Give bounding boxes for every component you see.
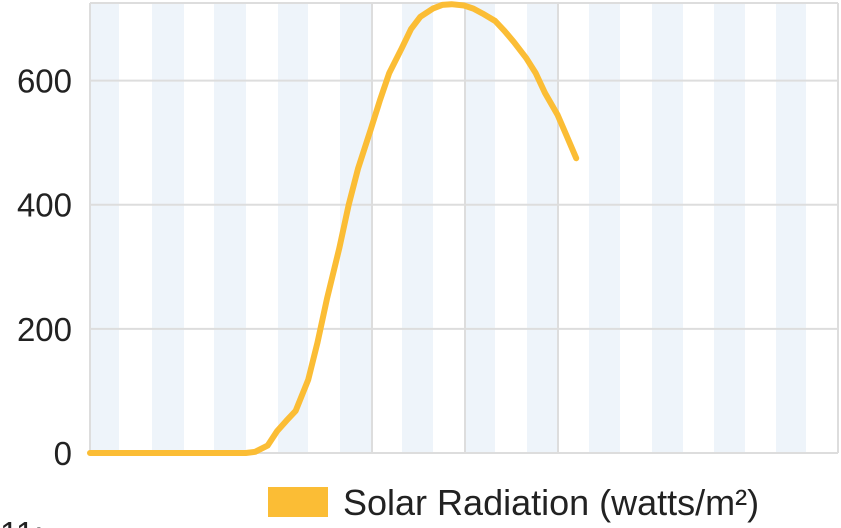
background-band <box>152 3 184 453</box>
horizontal-gridlines <box>90 2 838 454</box>
y-tick-label: 400 <box>17 187 72 224</box>
y-axis-ticks: 0 200 400 600 <box>17 63 72 472</box>
background-band <box>652 3 683 453</box>
background-bands <box>90 3 806 453</box>
background-band <box>402 3 433 453</box>
background-band <box>278 3 308 453</box>
vertical-gridlines <box>89 3 839 453</box>
background-band <box>776 3 806 453</box>
legend-label: Solar Radiation (watts/m²) <box>343 482 759 523</box>
background-band <box>589 3 620 453</box>
background-band <box>527 3 558 453</box>
y-tick-label: 600 <box>17 63 72 100</box>
cut-off-label: 11: <box>0 515 43 528</box>
y-tick-label: 0 <box>54 435 72 472</box>
background-band <box>465 3 495 453</box>
background-band <box>214 3 246 453</box>
background-band <box>90 3 119 453</box>
legend: Solar Radiation (watts/m²) <box>268 482 759 523</box>
legend-swatch <box>268 487 328 517</box>
background-band <box>714 3 745 453</box>
y-tick-label: 200 <box>17 311 72 348</box>
series-line-solar-radiation <box>87 1 580 456</box>
series-group <box>87 1 580 456</box>
